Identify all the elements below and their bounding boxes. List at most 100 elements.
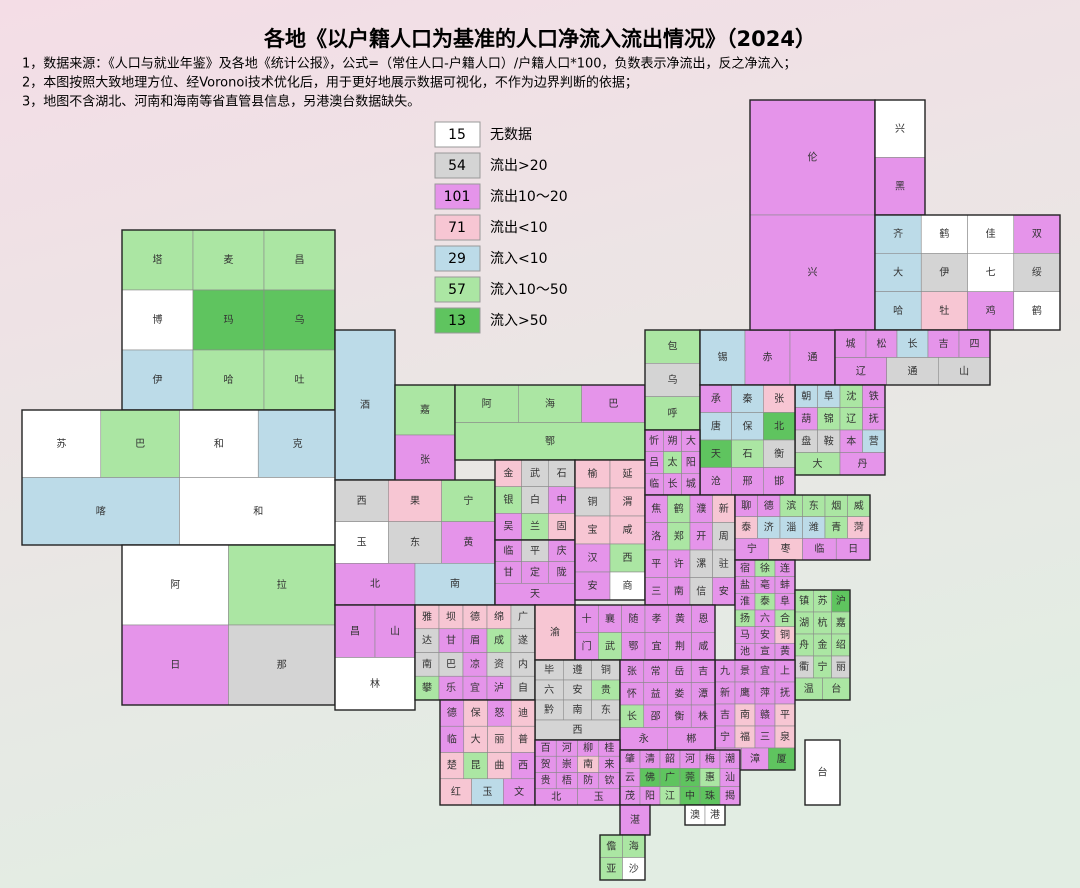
region-label: 四 (970, 339, 980, 350)
region-cell (334, 604, 376, 658)
region-cell (874, 253, 922, 292)
region-label: 东 (809, 499, 819, 512)
region-label: 昌 (295, 254, 305, 266)
region-cell (471, 778, 504, 806)
region-label: 邯 (774, 474, 784, 487)
region-label: 株 (698, 709, 708, 722)
region-cell (100, 409, 180, 478)
region-cell (744, 329, 791, 386)
region-label: 连 (780, 561, 790, 574)
region-cell (609, 571, 646, 601)
region-label: 大 (893, 266, 903, 279)
region-label: 保 (471, 706, 481, 719)
region-label: 果 (410, 495, 420, 507)
region-label: 鄂 (545, 435, 555, 447)
region-label: 自 (518, 681, 528, 694)
legend-count: 15 (448, 127, 466, 143)
region-label: 大 (686, 434, 696, 447)
region-label: 张 (627, 665, 637, 677)
region-cell (388, 521, 442, 564)
region-label: 潮 (725, 752, 735, 765)
region-label: 庆 (557, 544, 567, 557)
region-label: 阿 (482, 398, 492, 410)
region-label: 嘉 (420, 403, 430, 416)
province-border (734, 494, 871, 561)
region-label: 黄 (780, 645, 790, 658)
legend-label: 流入10～50 (490, 282, 568, 298)
region-label: 河 (562, 742, 572, 754)
region-label: 和 (253, 505, 263, 517)
region-label: 嘉 (836, 616, 846, 629)
region-label: 鸡 (986, 304, 996, 317)
region-label: 茂 (625, 789, 635, 802)
region-label: 亳 (760, 578, 770, 591)
legend-count: 101 (444, 189, 471, 205)
region-label: 钦 (604, 775, 614, 787)
region-label: 桂 (604, 741, 614, 754)
region-label: 林 (370, 677, 380, 690)
region-label: 韶 (665, 752, 675, 765)
region-label: 泰 (741, 521, 751, 534)
region-label: 忻 (649, 434, 659, 447)
region-label: 安 (719, 584, 729, 597)
region-label: 吉 (939, 338, 949, 350)
region-cell (699, 329, 746, 386)
region-label: 河 (685, 753, 695, 765)
region-label: 开 (696, 531, 706, 542)
region-cell (441, 521, 496, 564)
region-label: 阿 (170, 579, 180, 591)
legend-count: 13 (448, 313, 466, 329)
note: 2，本图按照大致地理方位、经Voronoi技术优化后，用于更好地展示数据可视化，… (22, 75, 638, 91)
region-label: 黑 (895, 180, 905, 192)
region-cell (574, 487, 611, 517)
note: 3，地图不含湖北、河南和海南等省直管县信息，另港澳台数据缺失。 (22, 94, 420, 110)
region-label: 沧 (711, 474, 721, 487)
region-label: 丹 (858, 458, 868, 470)
region-label: 营 (869, 434, 879, 447)
region-cell (121, 229, 194, 291)
region-label: 甘 (503, 566, 513, 579)
legend-count: 54 (448, 158, 466, 174)
region-label: 郑 (674, 529, 684, 542)
region-label: 达 (422, 635, 432, 647)
region-cell (179, 477, 338, 546)
region-label: 大 (813, 457, 823, 470)
region-label: 西 (518, 761, 528, 772)
region-label: 信 (696, 585, 706, 597)
region-label: 邵 (651, 710, 661, 722)
region-label: 郴 (686, 732, 696, 745)
region-label: 新 (719, 502, 729, 515)
region-label: 玉 (357, 538, 367, 549)
region-label: 合 (780, 611, 790, 624)
region-label: 德 (764, 499, 774, 512)
region-label: 玛 (224, 314, 234, 326)
region-label: 吉 (698, 665, 708, 677)
region-label: 延 (623, 468, 633, 480)
region-label: 鹤 (1032, 304, 1042, 317)
region-label: 赣 (760, 708, 770, 721)
region-label: 怀 (627, 688, 637, 700)
region-label: 太 (668, 456, 678, 469)
region-label: 平 (651, 559, 661, 570)
region-label: 鞍 (824, 434, 834, 447)
region-label: 台 (818, 766, 828, 779)
region-label: 本 (846, 434, 856, 447)
region-label: 铜 (588, 496, 598, 508)
region-cell (763, 439, 796, 468)
region-label: 宁 (747, 542, 757, 555)
region-label: 贺 (541, 758, 551, 770)
region-label: 台 (831, 682, 841, 695)
region-label: 资 (494, 658, 504, 670)
region-label: 北 (551, 791, 561, 803)
province-border (619, 749, 741, 806)
region-label: 曲 (494, 760, 504, 772)
region-label: 临 (447, 732, 457, 745)
region-label: 昆 (471, 760, 481, 772)
region-label: 秦 (743, 392, 753, 405)
region-label: 武 (605, 639, 615, 652)
region-label: 兴 (808, 267, 818, 279)
region-label: 赤 (763, 352, 773, 364)
region-cell (121, 544, 229, 626)
region-label: 朔 (668, 434, 678, 447)
region-label: 巴 (608, 398, 618, 410)
